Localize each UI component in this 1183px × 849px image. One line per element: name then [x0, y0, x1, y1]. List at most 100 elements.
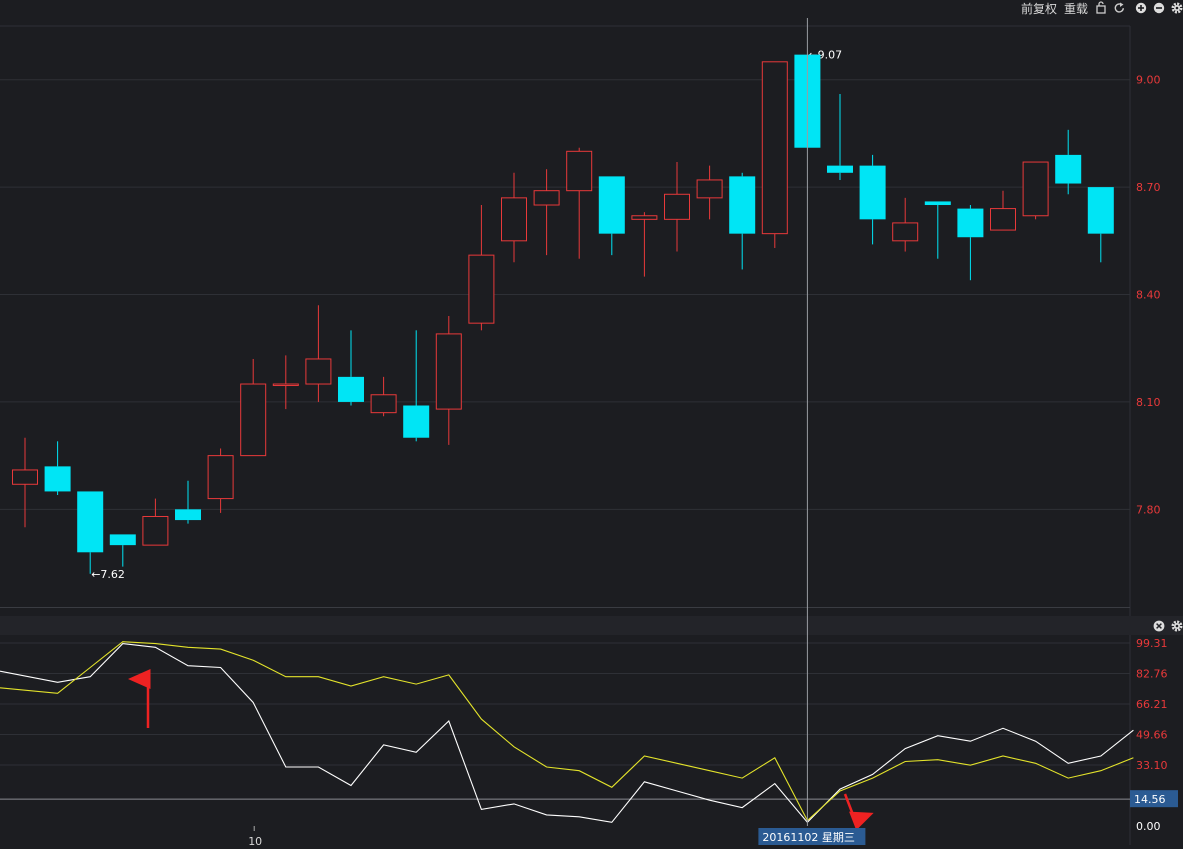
candle-body [272, 383, 299, 387]
indicator-tick-label: 99.31 [1136, 637, 1168, 650]
indicator-tick-label: 66.21 [1136, 698, 1168, 711]
candle-down [598, 176, 625, 256]
forward-adjust-button[interactable]: 前复权 [1021, 1, 1057, 16]
candle-down [338, 330, 364, 406]
crosshair-value-box [1130, 790, 1178, 808]
candle-body [566, 150, 593, 192]
candle-up [272, 355, 299, 410]
candle-up [566, 147, 593, 259]
candle-body [990, 208, 1016, 231]
crosshair: 14.56 20161102 星期三 [758, 18, 1178, 845]
candle-body [664, 193, 690, 220]
candle-up [990, 190, 1016, 231]
candle-up [370, 376, 397, 417]
candle-up [1022, 161, 1049, 220]
candle-body [207, 455, 234, 500]
candle-body [957, 208, 984, 238]
indicator-tick-label: 33.10 [1136, 759, 1168, 772]
indicator-lines [0, 641, 1134, 824]
candle-body [338, 376, 364, 402]
candle-body [892, 222, 919, 242]
candle-body [924, 201, 951, 206]
price-tick-label: 7.80 [1136, 503, 1161, 516]
candle-down [827, 94, 853, 180]
candle-body [761, 61, 788, 235]
zoom-out-icon[interactable] [1153, 2, 1165, 14]
crosshair-value-label: 14.56 [1134, 793, 1166, 806]
candle-body [1055, 154, 1082, 184]
candle-up [761, 61, 788, 248]
candle-body [533, 190, 560, 206]
candle-body [827, 165, 853, 173]
candle-up [305, 305, 332, 402]
candle-up [142, 498, 169, 546]
candle-up [631, 212, 658, 277]
gear-icon[interactable] [1171, 2, 1183, 14]
crosshair-date-label: 20161102 星期三 [762, 831, 855, 844]
candle-body [631, 215, 658, 220]
main-grid [0, 26, 1131, 845]
candle-up [207, 448, 234, 513]
candle-up [533, 169, 560, 256]
candle-down [859, 154, 886, 245]
candle-down [175, 480, 201, 524]
close-icon[interactable] [1153, 620, 1165, 632]
candle-body [12, 469, 38, 485]
candle-up [501, 172, 527, 263]
candle-down [403, 330, 430, 442]
price-tick-label: 8.40 [1136, 289, 1161, 302]
candle-up [12, 437, 38, 528]
refresh-icon[interactable] [1114, 2, 1124, 13]
candlestick-series [12, 54, 1114, 574]
candle-body [142, 515, 169, 546]
candle-body [1087, 187, 1114, 234]
candle-up [664, 162, 690, 252]
candle-body [175, 509, 201, 521]
candle-body [240, 383, 267, 457]
candle-body [435, 333, 462, 410]
candle-body [1022, 161, 1049, 217]
candle-body [403, 405, 430, 438]
candle-down [77, 491, 104, 574]
top-toolbar [0, 0, 1183, 18]
price-tick-label: 9.00 [1136, 74, 1161, 87]
indicator-tick-label: 0.00 [1136, 820, 1161, 833]
indicator-axis: 99.31 82.76 66.21 49.66 33.10 0.00 [1136, 637, 1168, 833]
candle-down [924, 201, 951, 259]
indicator-header [0, 616, 1183, 635]
low-price-label: ←7.62 [91, 568, 125, 581]
price-tick-label: 8.10 [1136, 396, 1161, 409]
candle-body [44, 466, 71, 492]
candle-up [696, 165, 723, 220]
price-axis: 9.008.708.408.107.80←9.07←7.62 [91, 49, 1160, 581]
crosshair-date-box [758, 828, 866, 845]
indicator-tick-label: 82.76 [1136, 667, 1168, 680]
candle-down [109, 534, 136, 567]
candle-body [305, 358, 332, 385]
indicator-grid [0, 642, 1130, 800]
candle-down [44, 441, 71, 496]
gear-icon[interactable] [1171, 620, 1183, 632]
candle-up [468, 205, 495, 331]
candle-down [957, 205, 984, 281]
annotation-arrow-down [843, 793, 874, 831]
candle-body [109, 534, 136, 546]
candle-body [598, 176, 625, 234]
indicator-line-yellow [0, 641, 1134, 822]
candle-body [468, 254, 495, 324]
candle-body [859, 165, 886, 220]
candle-up [435, 316, 462, 445]
time-tick-label: 10 [248, 835, 262, 845]
candle-down [729, 172, 756, 270]
price-tick-label: 8.70 [1136, 181, 1161, 194]
candle-up [240, 358, 267, 457]
reload-button[interactable]: 重载 [1064, 2, 1088, 16]
candle-body [501, 197, 527, 242]
candle-up [892, 197, 919, 252]
lock-icon[interactable] [1096, 1, 1106, 14]
zoom-in-icon[interactable] [1135, 2, 1147, 14]
candle-body [696, 179, 723, 199]
